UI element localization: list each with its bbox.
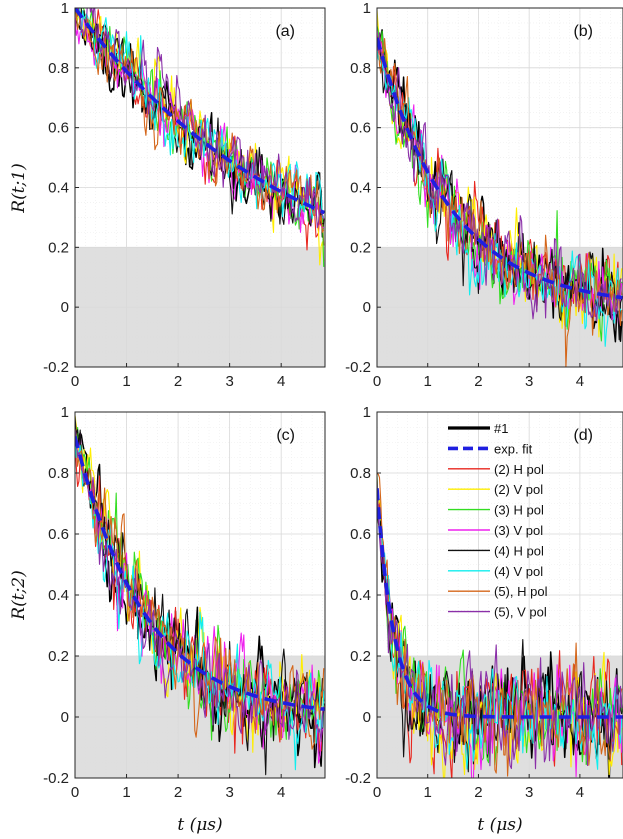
y-tick-label: -0.2 xyxy=(345,770,371,787)
x-tick-label: 3 xyxy=(225,373,233,390)
x-tick-label: 1 xyxy=(122,784,130,801)
y-tick-label: 0.4 xyxy=(48,180,69,197)
x-tick-label: 2 xyxy=(474,373,482,390)
y-tick-label: 1 xyxy=(61,404,69,421)
y-tick-label: -0.2 xyxy=(345,359,371,376)
x-tick-label: 1 xyxy=(122,373,130,390)
legend-entry-label: (3) H pol xyxy=(494,503,544,518)
y-tick-label: -0.2 xyxy=(43,770,69,787)
y-tick-label: 0.6 xyxy=(350,526,371,543)
data-trace xyxy=(377,480,623,770)
y-tick-label: 1 xyxy=(363,0,371,17)
data-trace xyxy=(75,8,325,233)
x-tick-label: 3 xyxy=(525,373,533,390)
y-tick-label: 1 xyxy=(363,404,371,421)
legend-entry-label: (5), V pol xyxy=(494,605,547,620)
panel-d: 0 1 2 3 4-0.200.20.40.60.81(d) xyxy=(345,404,623,801)
data-trace xyxy=(77,8,325,229)
y-tick-label: 0.2 xyxy=(48,239,69,256)
legend-entry-label: (3) V pol xyxy=(494,523,543,538)
legend-entry-label: exp. fit xyxy=(494,441,533,456)
x-tick-label: 2 xyxy=(174,784,182,801)
x-tick-label: 4 xyxy=(576,784,584,801)
y-tick-label: 0.6 xyxy=(48,120,69,137)
legend-entry-label: (4) H pol xyxy=(494,543,544,558)
panel-a: 0 1 2 3 4-0.200.20.40.60.81(a) xyxy=(43,0,326,390)
y-tick-label: 0.2 xyxy=(48,648,69,665)
y-tick-label: 0.6 xyxy=(48,526,69,543)
trace-group xyxy=(377,473,623,778)
y-tick-label: 0.8 xyxy=(350,465,371,482)
x-tick-label: 2 xyxy=(474,784,482,801)
data-trace xyxy=(75,8,325,266)
y-tick-label: 0.8 xyxy=(48,60,69,77)
shaded-region xyxy=(75,247,325,367)
x-tick-label: 3 xyxy=(525,784,533,801)
y-tick-label: 0 xyxy=(363,299,371,316)
y-axis-title-top: R(t;1) xyxy=(9,163,29,213)
exp-fit-curve xyxy=(75,8,325,215)
x-tick-label: 1 xyxy=(424,373,432,390)
y-axis-title-bottom: R(t;2) xyxy=(9,570,29,620)
panel-b: 0 1 2 3 4-0.200.20.40.60.81(b) xyxy=(345,0,623,390)
y-tick-label: 1 xyxy=(61,0,69,17)
x-tick-label: 0 xyxy=(373,373,381,390)
y-tick-label: 0 xyxy=(61,299,69,316)
panel-c: 0 1 2 3 4-0.200.20.40.60.81(c) xyxy=(43,404,326,801)
trace-group xyxy=(377,9,623,367)
y-tick-label: 0.4 xyxy=(350,180,371,197)
data-trace xyxy=(75,428,325,743)
legend-entry-label: #1 xyxy=(494,421,508,436)
trace-group xyxy=(75,8,325,267)
legend-entry-label: (2) H pol xyxy=(494,462,544,477)
y-tick-label: 0.4 xyxy=(350,587,371,604)
x-axis-title-left: t (μs) xyxy=(177,815,222,835)
y-tick-label: 0.8 xyxy=(350,60,371,77)
x-tick-label: 0 xyxy=(71,784,79,801)
y-tick-label: -0.2 xyxy=(43,359,69,376)
panel-label: (c) xyxy=(276,427,295,444)
y-tick-label: 0.6 xyxy=(350,120,371,137)
x-tick-label: 4 xyxy=(576,373,584,390)
x-tick-label: 4 xyxy=(277,784,285,801)
data-trace xyxy=(377,473,623,777)
y-tick-label: 0.8 xyxy=(48,465,69,482)
exp-fit-curve xyxy=(75,435,325,711)
trace-group xyxy=(75,415,325,776)
panel-label: (d) xyxy=(573,427,593,444)
x-tick-label: 0 xyxy=(71,373,79,390)
exp-fit-curve xyxy=(377,37,623,300)
y-tick-label: 0.2 xyxy=(350,239,371,256)
y-tick-label: 0 xyxy=(61,709,69,726)
x-axis-title-right: t (μs) xyxy=(477,815,522,835)
x-tick-label: 2 xyxy=(174,373,182,390)
x-tick-label: 4 xyxy=(277,373,285,390)
y-tick-label: 0.2 xyxy=(350,648,371,665)
data-trace xyxy=(377,32,622,322)
exp-fit-curve xyxy=(377,488,623,719)
legend-entry-label: (5), H pol xyxy=(494,584,548,599)
panel-label: (b) xyxy=(573,23,593,40)
panel-label: (a) xyxy=(275,23,295,40)
x-tick-label: 0 xyxy=(373,784,381,801)
legend: #1 exp. fit (2) H pol (2) V pol (3) H pol (3)… xyxy=(448,421,548,620)
y-tick-label: 0 xyxy=(363,709,371,726)
data-trace xyxy=(75,428,325,750)
x-tick-label: 3 xyxy=(225,784,233,801)
legend-entry-label: (2) V pol xyxy=(494,482,543,497)
legend-entry-label: (4) V pol xyxy=(494,564,543,579)
data-trace xyxy=(75,434,325,771)
x-tick-label: 1 xyxy=(424,784,432,801)
y-tick-label: 0.4 xyxy=(48,587,69,604)
